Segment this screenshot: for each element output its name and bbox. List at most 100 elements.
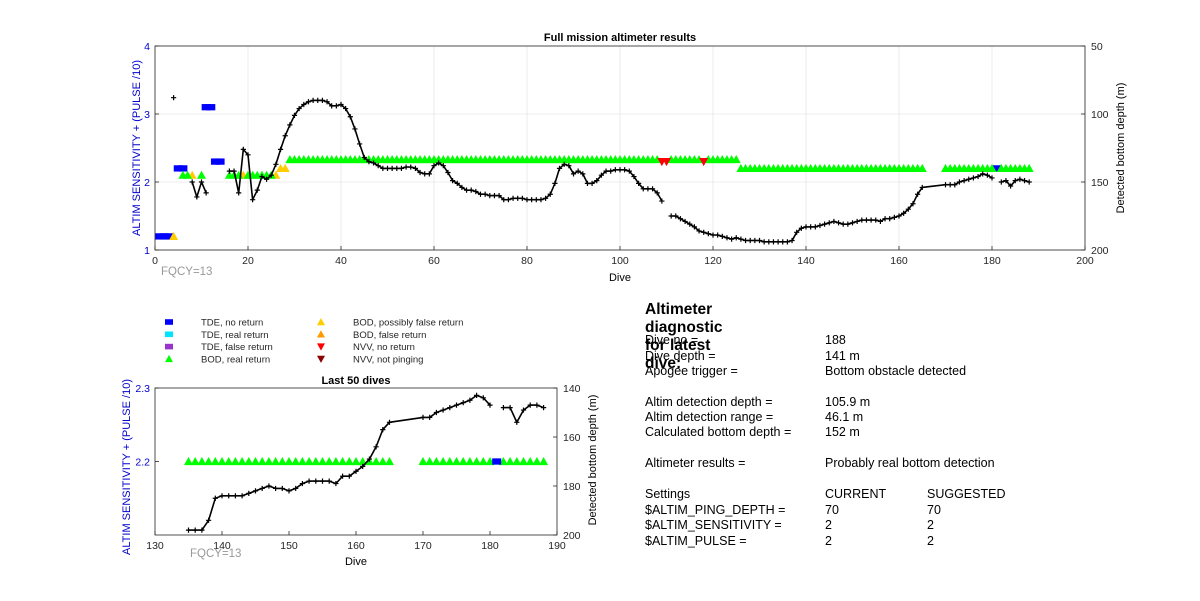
depth-point [524, 197, 530, 203]
y2-tick-label: 50 [1091, 41, 1103, 53]
bod-real-return-marker [297, 457, 307, 466]
depth-point [357, 141, 363, 147]
depth-point [808, 224, 814, 230]
legend-item: TDE, false return [165, 342, 273, 353]
depth-point [450, 178, 456, 184]
depth-point [812, 224, 818, 230]
depth-point [756, 237, 763, 244]
depth-point [724, 235, 730, 241]
depth-point [231, 168, 237, 174]
x-tick-label: 160 [890, 255, 908, 267]
depth-point [352, 126, 358, 132]
depth-point [496, 193, 502, 199]
depth-point [752, 237, 758, 244]
bod-real-return-marker [304, 457, 314, 466]
bod-real-return-marker [291, 457, 301, 466]
depth-point [313, 478, 319, 484]
legend-label: TDE, false return [201, 342, 273, 353]
bod-real-return-marker [284, 457, 294, 466]
diagnostic-value: 152 m [825, 425, 860, 439]
depth-point [575, 168, 581, 174]
depth-point [194, 194, 200, 200]
depth-point [507, 405, 513, 411]
depth-point [910, 201, 916, 207]
depth-point [570, 171, 577, 177]
depth-point [487, 193, 493, 199]
main-chart-grid [154, 45, 1086, 251]
depth-point [417, 169, 423, 176]
bod-real-return-marker [257, 457, 267, 466]
depth-point [206, 517, 212, 523]
legend-label: TDE, real return [201, 330, 269, 341]
legend-marker [317, 355, 325, 363]
depth-point [654, 190, 660, 196]
depth-point [491, 193, 498, 199]
depth-point [520, 407, 527, 413]
depth-point [185, 527, 192, 533]
depth-point [333, 480, 339, 487]
legend-marker [165, 343, 173, 350]
depth-point [252, 488, 259, 494]
depth-point [533, 197, 539, 203]
bod-real-return-marker [197, 457, 207, 466]
depth-point [1012, 178, 1018, 184]
legend-marker [165, 319, 173, 325]
depth-point [373, 444, 379, 450]
bod-real-return-marker [331, 457, 341, 466]
depth-point [250, 197, 256, 203]
bod-real-return-marker [445, 457, 455, 466]
depth-point [333, 103, 339, 109]
legend-item: BOD, false return [317, 330, 426, 341]
depth-point [677, 216, 684, 222]
bod-real-return-marker [519, 457, 528, 466]
depth-point [310, 97, 316, 103]
depth-point [598, 172, 604, 178]
depth-point [873, 217, 879, 223]
depth-point [705, 231, 711, 237]
bod-real-return-marker [344, 457, 354, 466]
bod-real-return-marker [512, 457, 522, 466]
bod-real-return-marker [277, 457, 287, 466]
y-tick-label: 2.3 [135, 383, 150, 395]
depth-point [975, 173, 981, 180]
depth-point [386, 419, 393, 425]
depth-point [640, 186, 646, 192]
depth-point [915, 191, 921, 197]
tde-no-return-marker [173, 165, 183, 172]
y2-tick-label: 140 [563, 383, 581, 395]
depth-point [212, 495, 218, 501]
depth-point [877, 218, 883, 225]
depth-point [515, 195, 521, 201]
x-tick-label: 20 [242, 255, 254, 267]
bod-real-return-marker [505, 457, 515, 466]
settings-current-value: 2 [825, 518, 832, 532]
depth-point [896, 213, 902, 219]
diagnostic-title: Altimeter diagnostic for latest dive: [645, 301, 723, 372]
y2-tick-label: 180 [563, 481, 581, 493]
bod-real-return-marker [425, 457, 435, 466]
depth-point [891, 214, 897, 220]
depth-point [803, 224, 809, 230]
x-tick-label: 140 [213, 540, 231, 552]
bod-real-return-marker [190, 457, 200, 466]
depth-point [668, 213, 674, 219]
depth-point [268, 172, 274, 178]
bod-real-return-marker [183, 170, 193, 179]
depth-line [191, 179, 207, 200]
depth-point [240, 146, 246, 152]
depth-point [961, 178, 967, 184]
depth-point [742, 237, 749, 244]
main-chart: Full mission altimeter results 0 20 40 60 80… [131, 32, 1127, 284]
depth-point [905, 206, 911, 212]
depth-point [505, 197, 511, 203]
depth-point [487, 402, 493, 408]
depth-point [1026, 179, 1032, 185]
small-y2-ticks: 140 160 180 200 [553, 383, 581, 542]
bod-real-return-marker [271, 457, 281, 466]
depth-point [259, 485, 265, 492]
depth-point [649, 186, 656, 192]
depth-point [239, 493, 245, 499]
small-x-ticks: 130 140 150 160 170 180 190 [146, 531, 566, 552]
depth-point [463, 187, 470, 193]
settings-name: $ALTIM_PULSE = [645, 533, 747, 548]
